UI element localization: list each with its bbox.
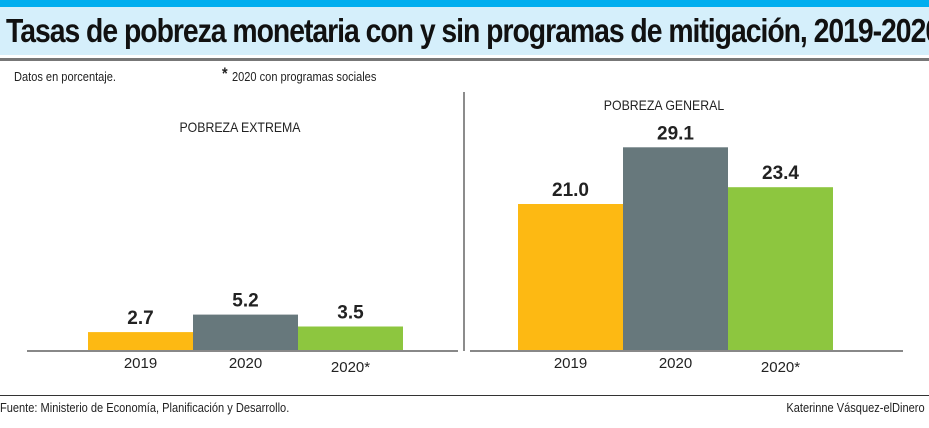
asterisk-note: 2020 con programas sociales bbox=[232, 69, 377, 84]
bar-2020* bbox=[728, 187, 833, 351]
value-label: 21.0 bbox=[552, 180, 589, 201]
title-band bbox=[0, 7, 929, 55]
category-label: 2020 bbox=[659, 355, 692, 372]
category-label: 2020 bbox=[229, 355, 262, 372]
value-label: 23.4 bbox=[762, 163, 799, 184]
value-label: 29.1 bbox=[657, 123, 694, 144]
category-label: 2019 bbox=[124, 355, 157, 372]
chart-title: Tasas de pobreza monetaria con y sin pro… bbox=[6, 12, 929, 49]
bar-2020 bbox=[623, 147, 728, 351]
panel-title: POBREZA GENERAL bbox=[604, 97, 724, 113]
category-label: 2020* bbox=[331, 359, 370, 376]
footer-divider bbox=[0, 395, 929, 396]
top-accent-bar bbox=[0, 0, 929, 7]
source-note: Fuente: Ministerio de Economía, Planific… bbox=[0, 400, 290, 415]
bar-2020* bbox=[298, 326, 403, 351]
category-label: 2020* bbox=[761, 359, 800, 376]
category-label: 2019 bbox=[554, 355, 587, 372]
value-label: 2.7 bbox=[127, 308, 153, 329]
value-label: 3.5 bbox=[337, 303, 364, 324]
panel-title: POBREZA EXTREMA bbox=[179, 119, 300, 135]
value-label: 5.2 bbox=[232, 291, 258, 312]
bar-2020 bbox=[193, 314, 298, 351]
units-note: Datos en porcentaje. bbox=[14, 69, 116, 84]
asterisk-mark: * bbox=[222, 64, 228, 83]
credit-note: Katerinne Vásquez-elDinero bbox=[786, 400, 925, 415]
bar-2019 bbox=[88, 332, 193, 351]
bar-2019 bbox=[518, 204, 623, 351]
title-divider bbox=[0, 58, 929, 61]
